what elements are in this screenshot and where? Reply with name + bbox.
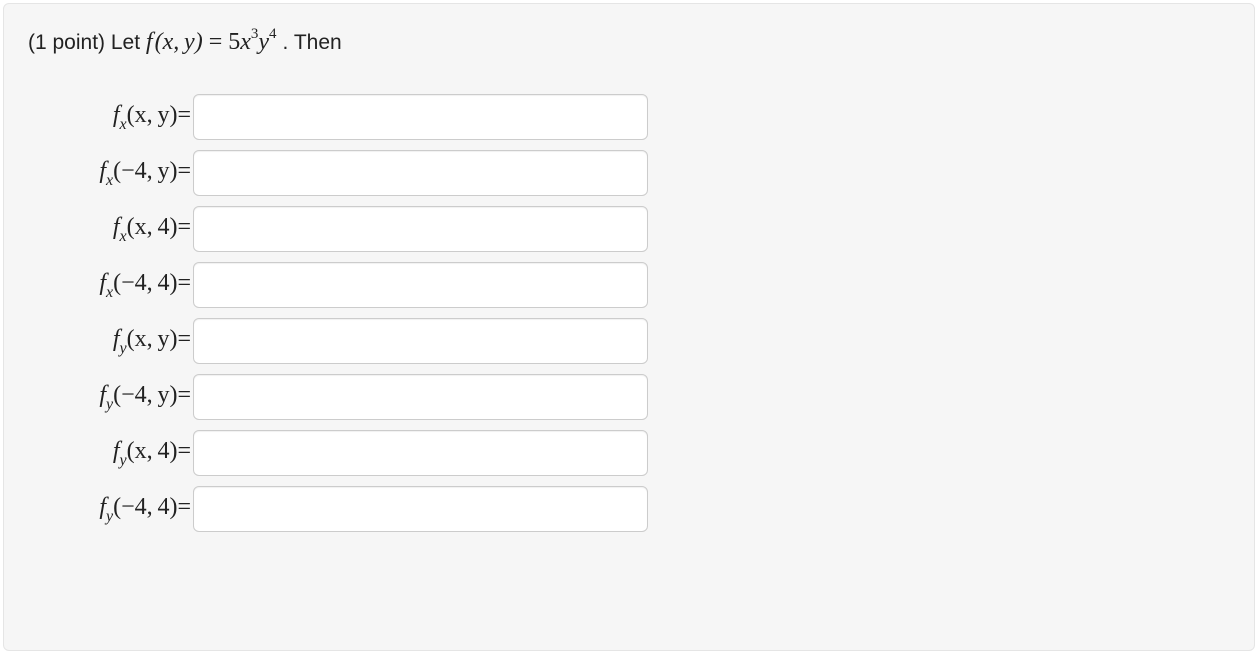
- prompt-suffix: . Then: [283, 31, 342, 54]
- problem-panel: (1 point) Let f (x, y) = 5x3y4 . Then fx…: [0, 0, 1258, 654]
- input-fy-neg4-4[interactable]: [193, 486, 648, 532]
- row-fy-xy: fy(x, y)=: [28, 318, 1230, 364]
- prompt-prefix: (1 point) Let: [28, 31, 146, 54]
- problem-prompt: (1 point) Let f (x, y) = 5x3y4 . Then: [28, 28, 1230, 56]
- input-fx-xy[interactable]: [193, 94, 648, 140]
- label-fx-xy: fx(x, y)=: [28, 102, 193, 133]
- input-fy-x-4[interactable]: [193, 430, 648, 476]
- prompt-function: f (x, y) = 5x3y4: [146, 29, 283, 55]
- row-fx-xy: fx(x, y)=: [28, 94, 1230, 140]
- row-fx-neg4-4: fx(−4, 4)=: [28, 262, 1230, 308]
- row-fy-neg4-y: fy(−4, y)=: [28, 374, 1230, 420]
- input-fx-neg4-4[interactable]: [193, 262, 648, 308]
- label-fx-neg4-y: fx(−4, y)=: [28, 158, 193, 189]
- panel-inner: (1 point) Let f (x, y) = 5x3y4 . Then fx…: [3, 3, 1255, 651]
- label-fy-xy: fy(x, y)=: [28, 326, 193, 357]
- input-fy-neg4-y[interactable]: [193, 374, 648, 420]
- row-fx-x-4: fx(x, 4)=: [28, 206, 1230, 252]
- row-fy-x-4: fy(x, 4)=: [28, 430, 1230, 476]
- label-fy-neg4-4: fy(−4, 4)=: [28, 494, 193, 525]
- label-fx-x-4: fx(x, 4)=: [28, 214, 193, 245]
- label-fy-x-4: fy(x, 4)=: [28, 438, 193, 469]
- input-fx-x-4[interactable]: [193, 206, 648, 252]
- input-fy-xy[interactable]: [193, 318, 648, 364]
- input-fx-neg4-y[interactable]: [193, 150, 648, 196]
- label-fx-neg4-4: fx(−4, 4)=: [28, 270, 193, 301]
- row-fy-neg4-4: fy(−4, 4)=: [28, 486, 1230, 532]
- label-fy-neg4-y: fy(−4, y)=: [28, 382, 193, 413]
- row-fx-neg4-y: fx(−4, y)=: [28, 150, 1230, 196]
- answer-rows: fx(x, y)= fx(−4, y)= fx(x, 4)= fx(−4, 4)…: [28, 94, 1230, 532]
